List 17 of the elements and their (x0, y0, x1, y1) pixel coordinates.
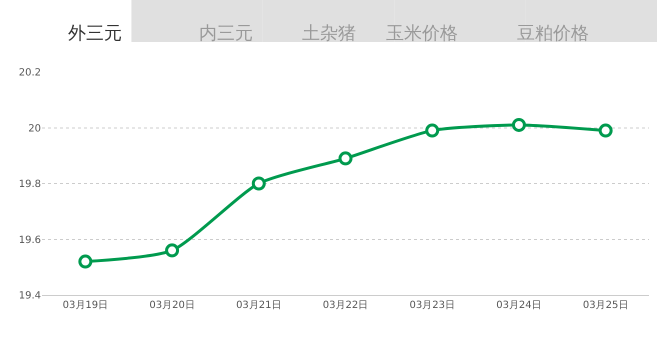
y-tick-label: 20 (28, 123, 41, 134)
text: 内三元 (199, 23, 253, 44)
y-tick-label: 19.8 (18, 179, 41, 190)
x-tick-label: 03月21日 (236, 300, 282, 311)
y-tick-label: 19.4 (18, 290, 41, 302)
text: 豆粕价格 (517, 23, 589, 44)
x-tick-label: 03月20日 (149, 300, 195, 311)
x-tick-label: 03月22日 (322, 300, 368, 311)
x-tick-label: 03月19日 (62, 300, 108, 311)
text: 玉米价格 (386, 23, 458, 44)
text: 外三元 (68, 23, 122, 44)
x-tick-label: 03月24日 (496, 300, 542, 311)
x-tick-label: 03月25日 (582, 300, 628, 311)
x-tick-label: 03月23日 (409, 300, 455, 311)
y-tick-label: 19.6 (18, 234, 41, 246)
y-tick-label: 20.2 (18, 68, 41, 78)
text: 土杂猪 (302, 23, 356, 44)
